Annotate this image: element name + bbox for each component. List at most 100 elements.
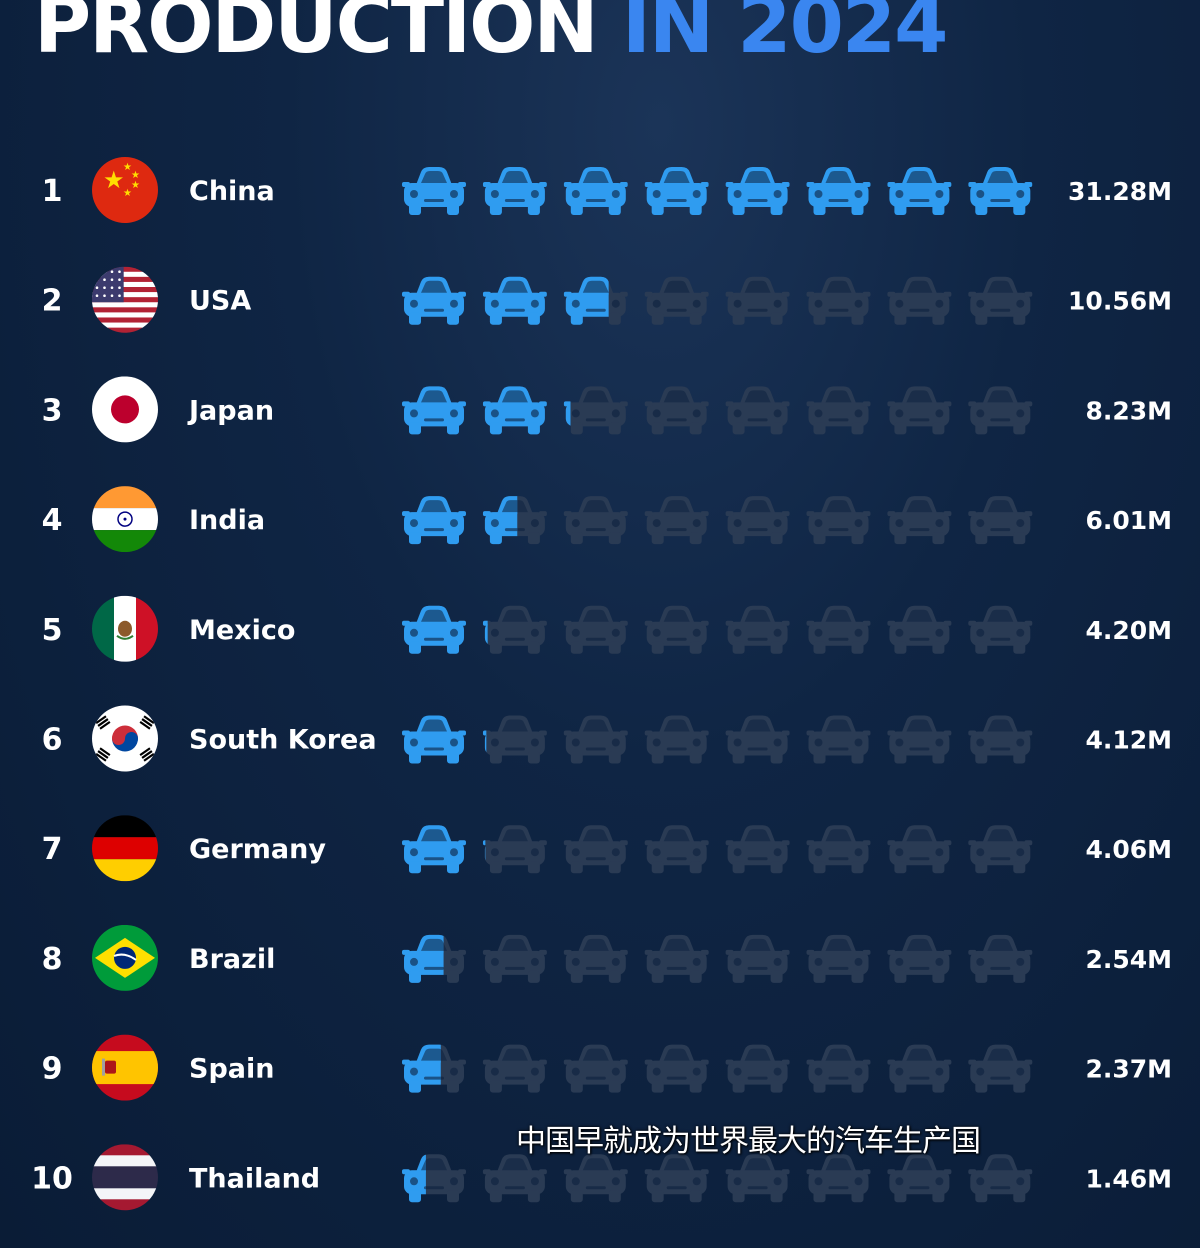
car-icon-empty xyxy=(968,496,1033,545)
caption-subtitle: 中国早就成为世界最大的汽车生产国 xyxy=(516,1124,981,1159)
pictogram-bar xyxy=(402,934,1033,983)
car-icon-empty xyxy=(563,715,628,764)
car-icon-empty xyxy=(644,825,709,874)
chart-row: 10 Thailand 1.46M xyxy=(31,1144,1172,1211)
car-icon-empty xyxy=(563,496,628,545)
svg-text:★: ★ xyxy=(123,188,132,199)
car-icon-empty xyxy=(644,1044,709,1093)
car-icon-empty xyxy=(725,496,790,545)
car-icon-empty xyxy=(644,934,709,983)
car-icon-empty xyxy=(725,605,790,654)
car-icon-empty xyxy=(806,1154,871,1203)
value-label: 4.06M xyxy=(1085,835,1172,864)
value-label: 2.37M xyxy=(1085,1055,1172,1084)
car-icon-empty xyxy=(887,934,952,983)
country-label: Mexico xyxy=(189,615,295,646)
rank-label: 2 xyxy=(42,284,63,319)
car-icon-empty xyxy=(644,605,709,654)
chart-title: PRODUCTION IN 2024 xyxy=(34,0,948,74)
car-icon-empty xyxy=(806,715,871,764)
car-icon-filled xyxy=(806,167,871,215)
car-icon-empty xyxy=(725,715,790,764)
car-icon-filled xyxy=(482,620,488,644)
value-label: 10.56M xyxy=(1068,287,1172,316)
car-icon-empty xyxy=(887,386,952,435)
country-label: Germany xyxy=(189,834,326,865)
car-icon-filled xyxy=(482,840,486,860)
country-label: India xyxy=(189,505,265,536)
car-icon-filled xyxy=(563,401,571,426)
car-icon-filled xyxy=(402,276,466,325)
car-icon-filled xyxy=(482,496,518,545)
rank-label: 10 xyxy=(31,1161,73,1196)
rank-label: 8 xyxy=(42,942,63,977)
car-icon-empty xyxy=(644,276,709,325)
car-icon-empty xyxy=(482,715,547,764)
car-icon-empty xyxy=(806,386,871,435)
japan-flag-icon xyxy=(92,376,158,443)
svg-text:★: ★ xyxy=(131,180,140,191)
rank-label: 6 xyxy=(42,723,63,758)
car-icon-filled xyxy=(402,715,466,764)
rank-label: 3 xyxy=(42,393,63,428)
pictogram-bar xyxy=(402,496,1033,545)
car-icon-filled xyxy=(644,167,709,215)
car-icon-empty xyxy=(725,934,790,983)
car-icon-filled xyxy=(402,825,466,874)
car-icon-filled xyxy=(482,386,547,435)
chart-row: 5 Mexico 4.20M xyxy=(42,595,1172,662)
chart-row: 4 India 6.01M xyxy=(42,486,1172,553)
car-icon-empty xyxy=(725,276,790,325)
car-icon-empty xyxy=(482,934,547,983)
car-icon-empty xyxy=(563,1154,628,1203)
car-icon-empty xyxy=(968,1044,1033,1093)
car-icon-empty xyxy=(887,496,952,545)
india-flag-icon xyxy=(92,486,158,553)
car-icon-empty xyxy=(806,276,871,325)
car-icon-filled xyxy=(482,276,547,325)
car-icon-empty xyxy=(725,386,790,435)
car-icon-empty xyxy=(887,715,952,764)
car-icon-empty xyxy=(563,934,628,983)
china-flag-icon: ★★★★★ xyxy=(92,157,158,223)
value-label: 2.54M xyxy=(1085,945,1172,974)
value-label: 4.12M xyxy=(1085,726,1172,755)
car-icon-empty xyxy=(644,715,709,764)
car-icon-filled xyxy=(968,167,1033,215)
rank-label: 1 xyxy=(42,174,63,209)
value-label: 1.46M xyxy=(1085,1164,1172,1193)
car-icon-empty xyxy=(806,825,871,874)
car-icon-filled xyxy=(402,1044,441,1093)
country-label: Brazil xyxy=(189,944,275,975)
pictogram-bar xyxy=(402,825,1033,874)
thailand-flag-icon xyxy=(92,1144,158,1211)
svg-text:★: ★ xyxy=(131,170,140,181)
svg-text:★: ★ xyxy=(123,162,132,173)
value-label: 6.01M xyxy=(1085,506,1172,535)
car-icon-filled xyxy=(482,167,547,215)
country-label: Spain xyxy=(189,1054,274,1085)
pictogram-bar xyxy=(402,386,1033,435)
car-icon-empty xyxy=(887,605,952,654)
car-icon-filled xyxy=(402,1154,426,1203)
value-label: 8.23M xyxy=(1085,396,1172,425)
car-icon-filled xyxy=(402,496,466,545)
car-icon-empty xyxy=(563,825,628,874)
car-icon-empty xyxy=(887,1044,952,1093)
car-icon-empty xyxy=(644,386,709,435)
germany-flag-icon xyxy=(92,815,158,882)
car-icon-empty xyxy=(725,825,790,874)
usa-flag-icon xyxy=(92,266,158,333)
chart-row: 7 Germany 4.06M xyxy=(42,815,1172,882)
pictogram-bar xyxy=(402,167,1033,215)
car-icon-filled xyxy=(563,276,609,325)
car-icon-filled xyxy=(887,167,952,215)
car-icon-empty xyxy=(968,825,1033,874)
mexico-flag-icon xyxy=(92,595,158,662)
spain-flag-icon xyxy=(92,1034,158,1101)
chart-row: 1 ★★★★★ China 31.28M xyxy=(42,157,1172,223)
car-icon-filled xyxy=(482,730,487,753)
value-label: 31.28M xyxy=(1068,177,1172,206)
car-icon-empty xyxy=(968,386,1033,435)
car-icon-empty xyxy=(806,605,871,654)
